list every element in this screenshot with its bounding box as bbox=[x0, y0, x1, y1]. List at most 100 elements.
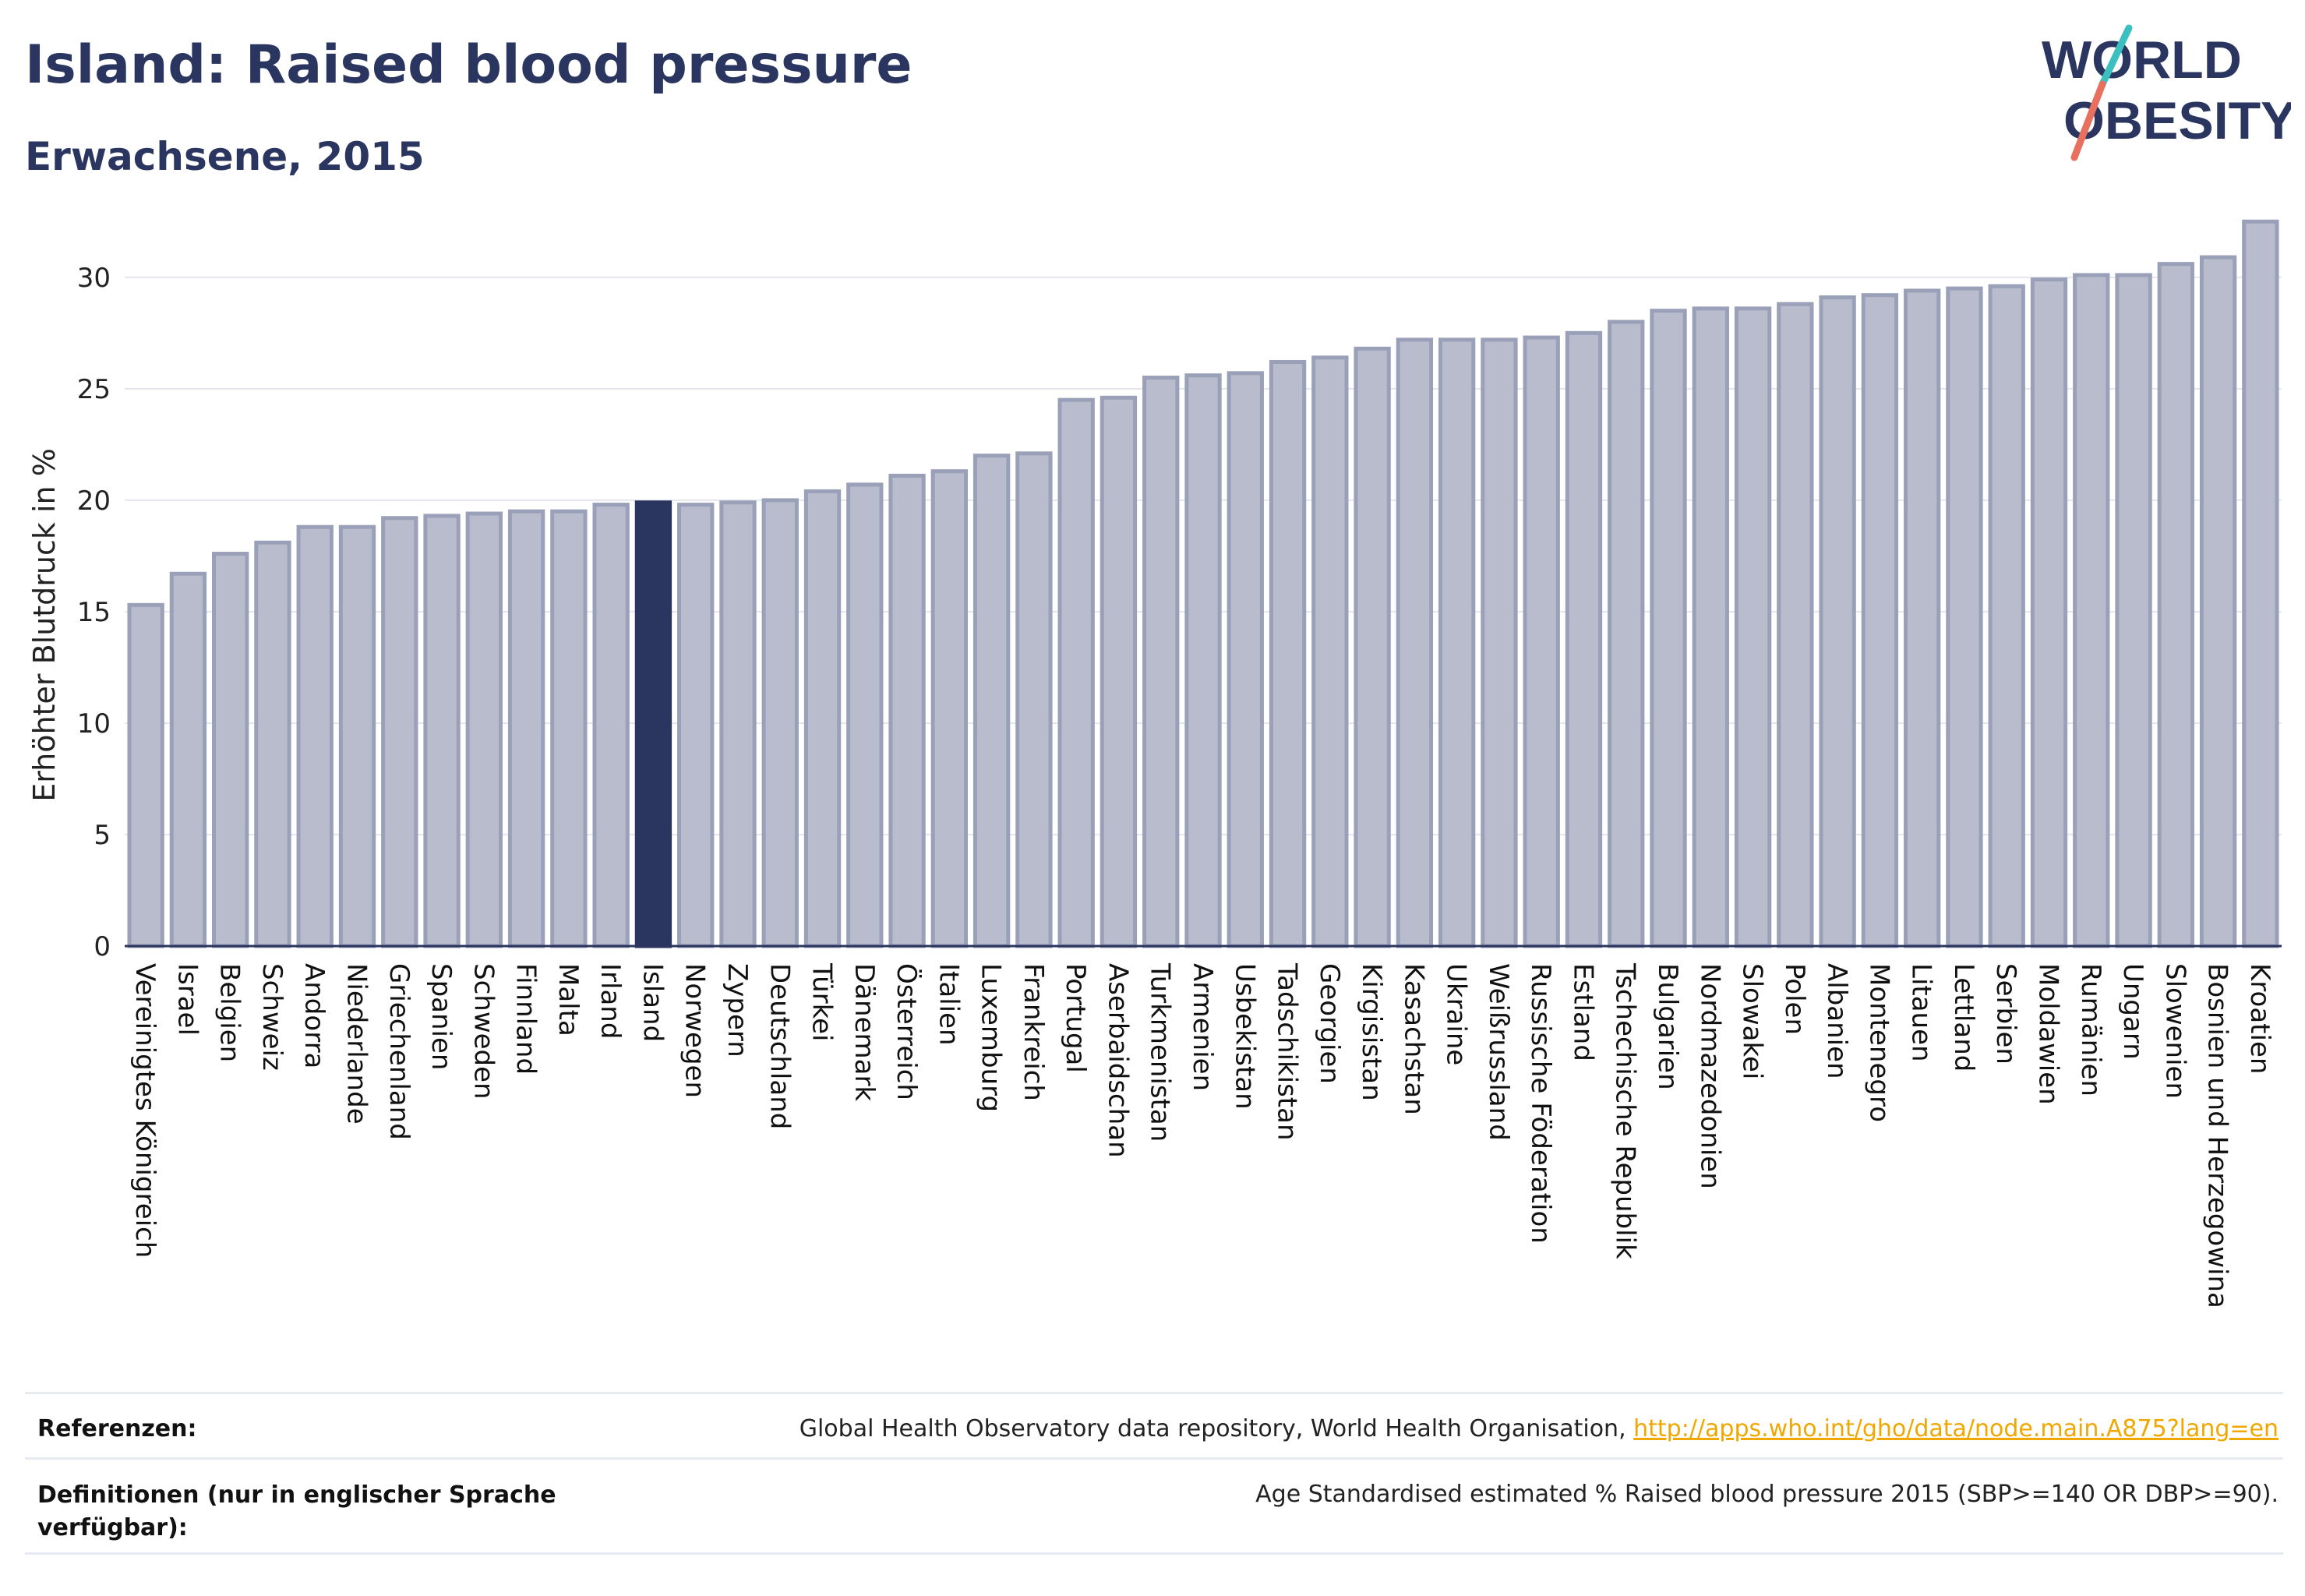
x-tick-label: Ungarn bbox=[2117, 963, 2148, 1060]
y-tick-labels: 0 5 10 15 20 25 30 bbox=[77, 263, 111, 962]
bar-montenegro[interactable] bbox=[1861, 293, 1899, 948]
bar-portugal[interactable] bbox=[1057, 397, 1095, 948]
bar-ukraine[interactable] bbox=[1438, 337, 1476, 948]
bar-polen[interactable] bbox=[1777, 302, 1814, 948]
world-obesity-logo: WORLD OBESITY bbox=[2042, 24, 2291, 161]
bar-kirgisistan[interactable] bbox=[1354, 346, 1391, 948]
bar-malta[interactable] bbox=[550, 509, 588, 948]
x-tick-label: Schweden bbox=[468, 963, 499, 1100]
bar-slowenien[interactable] bbox=[2157, 262, 2194, 948]
x-tick-label: Österreich bbox=[891, 963, 923, 1100]
y-tick-label: 15 bbox=[77, 597, 111, 628]
x-tick-label: Albanien bbox=[1821, 963, 1852, 1079]
bar-griechenland[interactable] bbox=[381, 516, 418, 948]
x-tick-label: Bulgarien bbox=[1652, 963, 1683, 1090]
bar-tadschikistan[interactable] bbox=[1269, 360, 1307, 948]
x-tick-label: Moldawien bbox=[2032, 963, 2063, 1105]
bars bbox=[127, 219, 2279, 948]
bar-estland[interactable] bbox=[1565, 330, 1603, 948]
bar-bulgarien[interactable] bbox=[1650, 309, 1687, 948]
references-label: Referenzen: bbox=[37, 1415, 197, 1442]
bar-georgien[interactable] bbox=[1311, 355, 1349, 948]
bar-andorra[interactable] bbox=[296, 524, 334, 948]
bar-luxemburg[interactable] bbox=[972, 454, 1011, 948]
bar-schweiz[interactable] bbox=[254, 540, 291, 948]
x-tick-label: Nordmazedonien bbox=[1694, 963, 1725, 1189]
x-tick-label: Griechenland bbox=[383, 963, 415, 1140]
references-link[interactable]: http://apps.who.int/gho/data/node.main.A… bbox=[1633, 1415, 2279, 1442]
logo-line2: OBESITY bbox=[2063, 91, 2291, 150]
bar-norwegen[interactable] bbox=[677, 503, 715, 948]
bar-bosnien-und-herzegowina[interactable] bbox=[2199, 255, 2237, 948]
bar-turkmenistan[interactable] bbox=[1142, 376, 1180, 948]
bar-türkei[interactable] bbox=[803, 489, 842, 948]
bar-russische-föderation[interactable] bbox=[1523, 335, 1560, 948]
bar-kroatien[interactable] bbox=[2242, 219, 2279, 948]
bar-slowakei[interactable] bbox=[1734, 306, 1772, 948]
bar-tschechische-republik[interactable] bbox=[1608, 320, 1645, 948]
x-tick-label: Turkmenistan bbox=[1145, 962, 1176, 1142]
bar-zypern[interactable] bbox=[719, 500, 757, 948]
bar-spanien[interactable] bbox=[423, 514, 461, 948]
x-tick-label: Finnland bbox=[510, 963, 542, 1075]
x-tick-label: Slowenien bbox=[2159, 963, 2190, 1099]
bar-italien[interactable] bbox=[930, 469, 969, 948]
bar-österreich[interactable] bbox=[888, 473, 926, 948]
x-tick-label: Litauen bbox=[1906, 963, 1937, 1062]
bar-rumänien[interactable] bbox=[2073, 273, 2110, 948]
x-tick-label: Russische Föderation bbox=[1525, 963, 1556, 1244]
x-tick-label: Polen bbox=[1779, 963, 1810, 1035]
x-tick-label: Usbekistan bbox=[1229, 963, 1260, 1110]
x-tick-label: Armenien bbox=[1187, 963, 1218, 1091]
bar-armenien[interactable] bbox=[1184, 373, 1222, 948]
bar-israel[interactable] bbox=[169, 571, 207, 948]
bar-nordmazedonien[interactable] bbox=[1692, 306, 1729, 948]
page-subtitle: Erwachsene, 2015 bbox=[25, 134, 425, 179]
y-tick-label: 0 bbox=[94, 931, 111, 962]
bar-moldawien[interactable] bbox=[2030, 277, 2068, 948]
x-tick-label: Zypern bbox=[722, 963, 753, 1058]
bar-kasachstan[interactable] bbox=[1396, 337, 1434, 948]
y-tick-label: 30 bbox=[77, 263, 111, 294]
bar-albanien[interactable] bbox=[1819, 295, 1856, 948]
bar-chart: 0 5 10 15 20 25 30 Vereinigtes Königreich Israe… bbox=[27, 219, 2282, 1308]
y-tick-label: 25 bbox=[77, 374, 111, 405]
bar-island[interactable] bbox=[634, 500, 672, 948]
bar-serbien[interactable] bbox=[1988, 284, 2025, 948]
bar-ungarn[interactable] bbox=[2115, 273, 2152, 948]
x-tick-label: Italien bbox=[933, 963, 964, 1046]
divider-top bbox=[25, 1392, 2283, 1394]
x-tick-label: Serbien bbox=[1990, 963, 2021, 1065]
references-text: Global Health Observatory data repositor… bbox=[800, 1415, 2279, 1442]
bar-frankreich[interactable] bbox=[1015, 451, 1053, 948]
bar-niederlande[interactable] bbox=[338, 524, 376, 948]
x-tick-label: Slowakei bbox=[1737, 963, 1768, 1079]
bar-lettland[interactable] bbox=[1946, 286, 1983, 948]
x-tick-label: Dänemark bbox=[849, 963, 880, 1101]
logo-line1: WORLD bbox=[2042, 30, 2242, 90]
definitions-label-line2: verfügbar): bbox=[37, 1514, 188, 1541]
bar-deutschland[interactable] bbox=[761, 498, 799, 948]
x-tick-label: Deutschland bbox=[764, 963, 795, 1129]
bar-vereinigtes-königreich[interactable] bbox=[127, 602, 164, 948]
y-axis-label: Erhöhter Blutdruck in % bbox=[27, 448, 62, 802]
bar-litauen[interactable] bbox=[1903, 288, 1941, 948]
bar-dänemark[interactable] bbox=[846, 482, 884, 948]
x-tick-label: Kasachstan bbox=[1398, 963, 1429, 1115]
x-tick-label: Israel bbox=[171, 963, 203, 1036]
page-title: Island: Raised blood pressure bbox=[25, 34, 912, 96]
definitions-label: Definitionen (nur in englischer Sprache … bbox=[37, 1479, 556, 1545]
bar-aserbaidschan[interactable] bbox=[1100, 395, 1138, 948]
bar-finnland[interactable] bbox=[507, 509, 545, 948]
bar-belgien[interactable] bbox=[212, 552, 249, 948]
references-source: Global Health Observatory data repositor… bbox=[799, 1415, 1634, 1442]
bar-usbekistan[interactable] bbox=[1227, 371, 1264, 948]
x-tick-label: Luxemburg bbox=[976, 963, 1007, 1112]
y-tick-label: 5 bbox=[94, 820, 111, 851]
bar-irland[interactable] bbox=[592, 503, 630, 948]
x-tick-label: Andorra bbox=[298, 963, 330, 1068]
definitions-label-line1: Definitionen (nur in englischer Sprache bbox=[37, 1481, 556, 1509]
bar-weißrussland[interactable] bbox=[1481, 337, 1518, 948]
bar-schweden[interactable] bbox=[465, 511, 503, 948]
x-tick-label: Tschechische Republik bbox=[1610, 962, 1641, 1259]
